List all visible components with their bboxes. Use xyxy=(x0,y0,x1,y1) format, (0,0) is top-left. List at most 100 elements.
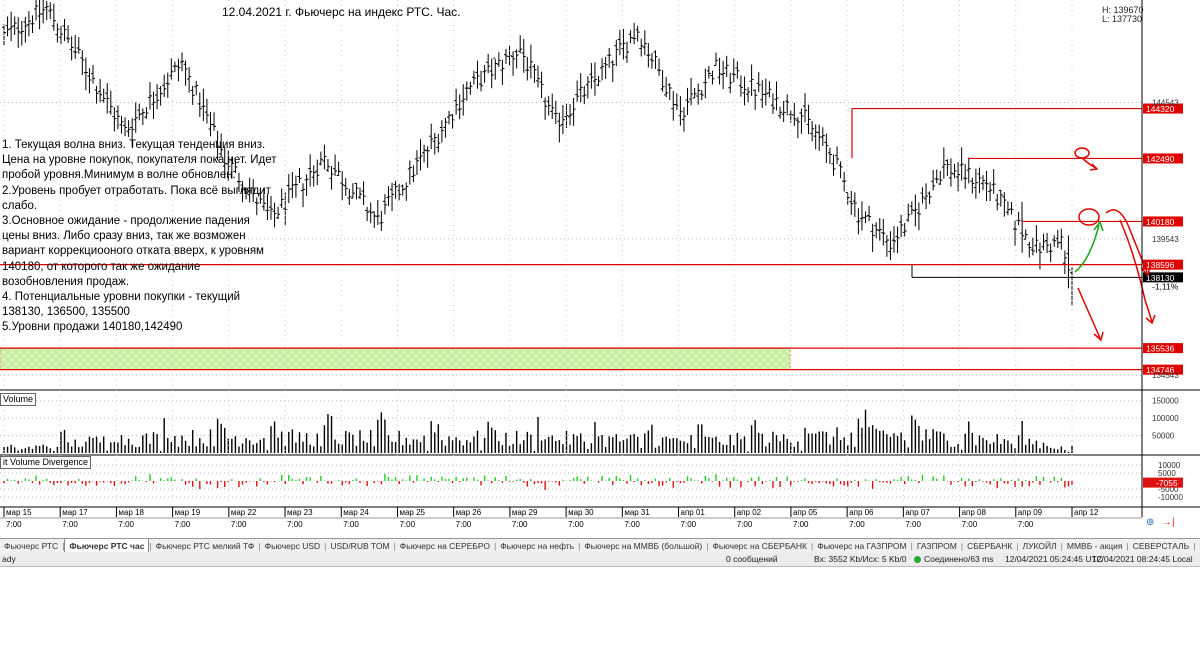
time-hour-label: 7:00 xyxy=(118,520,134,529)
price-bar xyxy=(251,179,256,203)
tab-13[interactable]: ММВБ - акция xyxy=(1066,541,1123,551)
price-bar xyxy=(785,94,790,116)
link-icon[interactable]: ⊚ xyxy=(1146,517,1155,528)
time-hour-label: 7:00 xyxy=(456,520,472,529)
price-bar xyxy=(906,203,911,222)
tab-14[interactable]: СЕВЕРСТАЛЬ xyxy=(1132,541,1190,551)
scroll-right-icon[interactable]: →| xyxy=(1162,517,1175,528)
time-date-label: апр 12 xyxy=(1074,508,1099,517)
price-bar xyxy=(30,15,35,34)
time-date-label: апр 05 xyxy=(793,508,818,517)
tab-1[interactable]: Фьючерс РТС час xyxy=(64,539,150,552)
price-bar xyxy=(190,85,195,105)
price-bar xyxy=(73,34,78,59)
price-bar xyxy=(503,48,508,64)
price-bar xyxy=(585,76,590,99)
price-bar xyxy=(820,127,825,147)
price-bar xyxy=(696,83,701,105)
price-bar xyxy=(792,102,797,127)
price-bar xyxy=(899,214,904,238)
volume-tick-label: 100000 xyxy=(1152,414,1179,423)
price-bar xyxy=(301,183,306,208)
time-date-label: апр 02 xyxy=(737,508,762,517)
price-bar xyxy=(144,107,149,119)
tab-15[interactable]: НЛМК xyxy=(1195,539,1200,552)
price-bar xyxy=(902,222,907,237)
price-bar xyxy=(222,146,227,179)
price-bar xyxy=(48,2,53,20)
price-bar xyxy=(283,192,288,225)
price-bar xyxy=(457,94,462,120)
price-bar xyxy=(108,90,113,115)
price-bar xyxy=(657,58,662,76)
change-percent-label: -1,11% xyxy=(1152,281,1179,291)
price-bar xyxy=(667,83,672,100)
price-bar xyxy=(361,181,366,206)
tab-3[interactable]: Фьючерс USD xyxy=(264,541,321,551)
price-bar xyxy=(1016,211,1021,226)
price-bar xyxy=(592,62,597,96)
tab-10[interactable]: ГАЗПРОМ xyxy=(916,541,957,551)
price-bar xyxy=(895,226,900,254)
price-bar xyxy=(920,187,925,204)
price-bar xyxy=(169,58,174,80)
tab-12[interactable]: ЛУКОЙЛ xyxy=(1022,541,1057,551)
chart-canvas[interactable]: 144320 142490 140180 138596 138130 135536 1347… xyxy=(0,0,1200,538)
price-bar xyxy=(738,75,743,97)
price-bar xyxy=(831,154,836,176)
tab-0[interactable]: Фьючерс РТС xyxy=(4,541,59,551)
level-label-bg xyxy=(1143,103,1183,114)
price-bar xyxy=(1052,235,1057,247)
tab-9[interactable]: Фьючерс на ГАЗПРОМ xyxy=(817,541,907,551)
level-label-bg xyxy=(1143,153,1183,164)
analysis-text: 1. Текущая волна вниз. Текущая тенденция… xyxy=(2,138,280,336)
tab-8[interactable]: Фьючерс на СБЕРБАНК xyxy=(712,541,807,551)
price-bar xyxy=(852,192,857,217)
time-hour-label: 7:00 xyxy=(512,520,528,529)
price-bar xyxy=(23,16,28,43)
volume-tick-label: 50000 xyxy=(1152,432,1175,441)
price-bar xyxy=(664,76,669,98)
price-bar xyxy=(58,26,63,44)
price-bar xyxy=(155,84,160,110)
price-bar xyxy=(229,156,234,179)
price-bar xyxy=(407,160,412,185)
price-bar xyxy=(810,120,815,142)
price-bar xyxy=(742,76,747,106)
price-bar xyxy=(589,62,594,89)
price-bar xyxy=(454,88,459,115)
time-date-label: мар 29 xyxy=(512,508,538,517)
level-label: 144320 xyxy=(1146,104,1175,114)
price-bar xyxy=(44,1,49,20)
price-bar xyxy=(418,139,423,171)
time-date-label: мар 30 xyxy=(568,508,594,517)
tab-7[interactable]: Фьючерс на ММВБ (большой) xyxy=(584,541,703,551)
tab-6[interactable]: Фьючерс на нефть xyxy=(500,541,575,551)
price-bar xyxy=(258,189,263,204)
tab-separator: | xyxy=(493,541,497,551)
price-bar xyxy=(197,92,202,117)
price-bar xyxy=(83,57,88,91)
tab-separator: | xyxy=(149,541,152,551)
tab-11[interactable]: СБЕРБАНК xyxy=(967,541,1013,551)
price-bar xyxy=(874,222,879,239)
price-bar xyxy=(795,117,800,139)
price-bar xyxy=(621,28,626,60)
price-bar xyxy=(628,30,633,44)
tab-separator: | xyxy=(811,541,814,551)
price-bar xyxy=(706,65,711,79)
tab-5[interactable]: Фьючерс на СЕРЕБРО xyxy=(399,541,490,551)
price-bar xyxy=(447,110,451,125)
price-bar xyxy=(988,182,993,201)
support-zone xyxy=(0,347,791,371)
tab-2[interactable]: Фьючерс РТС мелкий ТФ xyxy=(155,541,255,551)
price-axis: 144543 139543 134543 xyxy=(0,0,1200,517)
price-bar xyxy=(838,161,843,179)
annotations xyxy=(1074,147,1156,342)
price-bar xyxy=(130,118,135,147)
price-bar xyxy=(845,191,850,205)
price-bar xyxy=(646,43,651,68)
tab-4[interactable]: USD/RUB TOM xyxy=(330,541,390,551)
price-bar xyxy=(632,22,637,45)
price-bar xyxy=(293,175,298,198)
